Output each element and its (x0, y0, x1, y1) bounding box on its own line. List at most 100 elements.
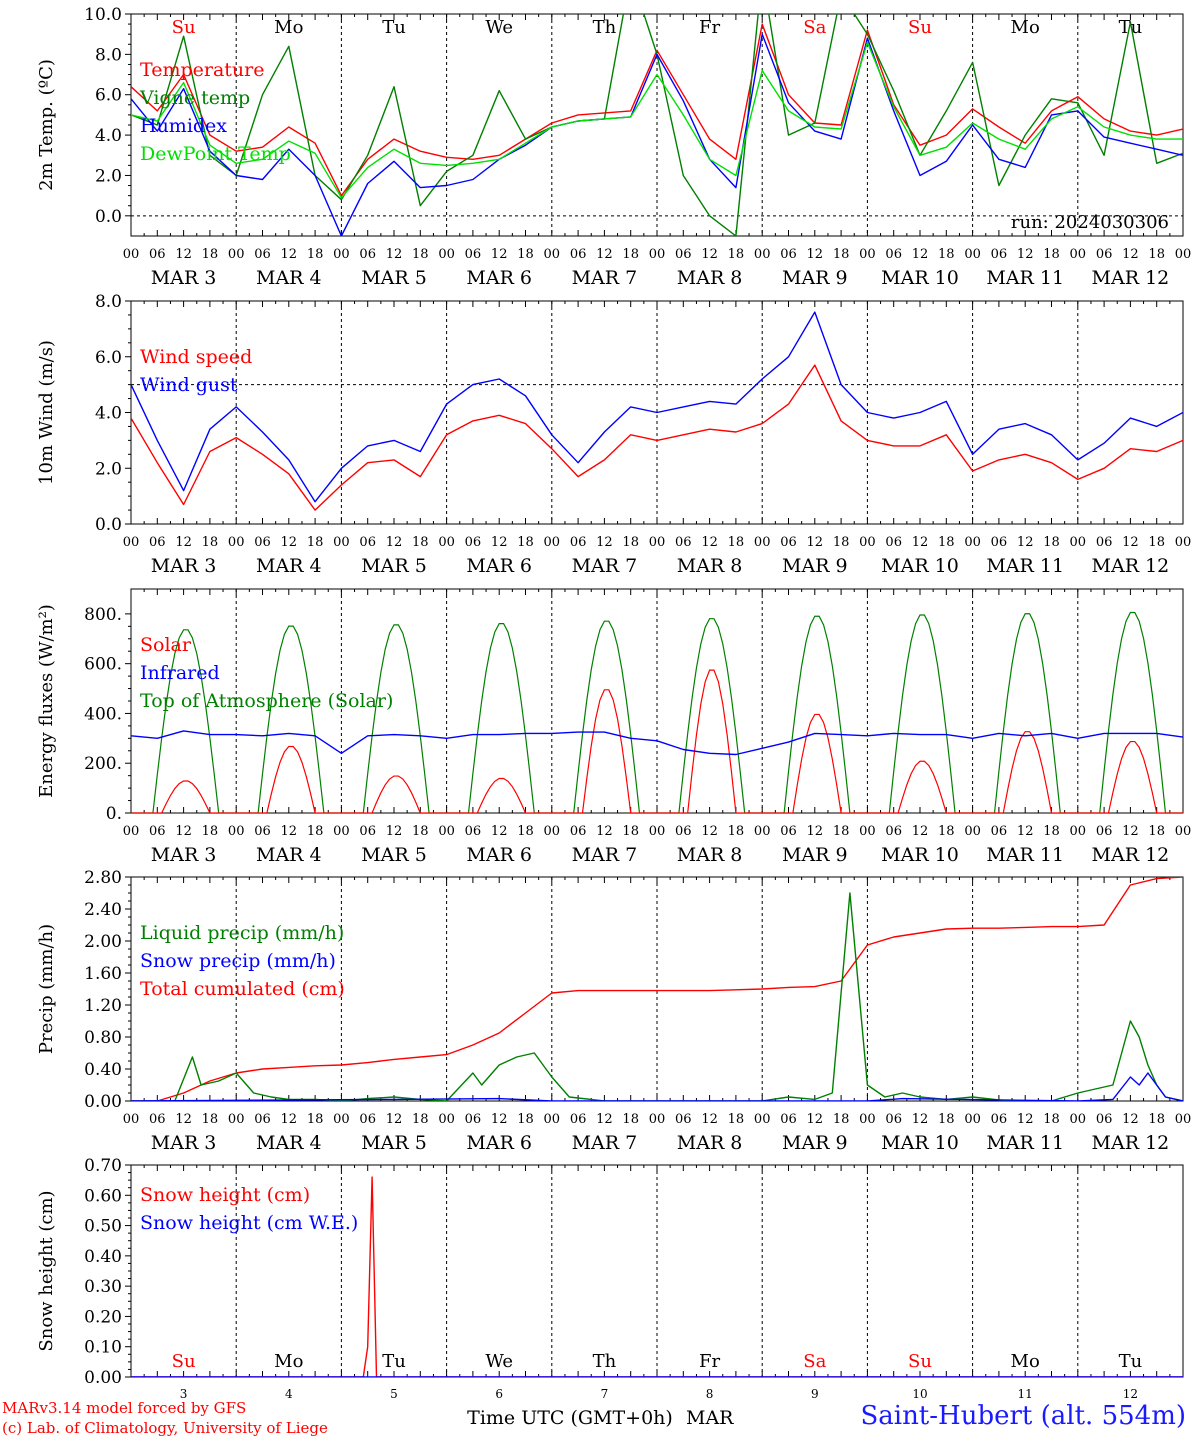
hour-tick-label: 12 (1017, 535, 1034, 550)
hour-tick-label: 06 (991, 1112, 1008, 1127)
date-label: MAR 10 (881, 844, 959, 866)
hour-tick-label: 06 (570, 247, 587, 262)
date-label: MAR 12 (1092, 555, 1170, 577)
hour-tick-label: 00 (438, 535, 455, 550)
y-tick-label: 0.0 (95, 515, 122, 535)
hour-tick-label: 06 (885, 824, 902, 839)
y-tick-label: 8.0 (95, 45, 122, 65)
hour-tick-label: 18 (412, 247, 429, 262)
hour-tick-label: 12 (281, 535, 298, 550)
weekday-label: Mo (274, 1351, 303, 1372)
hour-tick-label: 00 (1070, 535, 1087, 550)
hour-tick-label: 12 (281, 1112, 298, 1127)
hour-tick-label: 12 (1122, 824, 1139, 839)
hour-tick-label: 18 (1043, 535, 1060, 550)
hour-tick-label: 00 (649, 1112, 666, 1127)
hour-tick-label: 12 (807, 535, 824, 550)
day-number-label: 8 (706, 1387, 714, 1401)
hour-tick-label: 06 (1096, 247, 1113, 262)
hour-tick-label: 06 (780, 824, 797, 839)
date-label: MAR 9 (782, 555, 848, 577)
hour-tick-label: 00 (544, 1112, 561, 1127)
date-label: MAR 11 (986, 844, 1064, 866)
date-label: MAR 3 (151, 1132, 217, 1154)
hour-tick-label: 06 (149, 535, 166, 550)
hour-tick-label: 12 (1122, 1112, 1139, 1127)
day-number-label: 4 (285, 1387, 293, 1401)
hour-tick-label: 00 (859, 824, 876, 839)
hour-tick-label: 00 (754, 1112, 771, 1127)
series-group (131, 14, 1183, 236)
hour-tick-label: 12 (912, 535, 929, 550)
hour-tick-label: 00 (123, 1112, 140, 1127)
hour-tick-label: 12 (596, 1112, 613, 1127)
y-tick-label: 200. (84, 754, 122, 774)
hour-tick-label: 00 (859, 247, 876, 262)
hour-tick-label: 06 (991, 824, 1008, 839)
hour-tick-label: 00 (333, 535, 350, 550)
hour-tick-label: 18 (1043, 247, 1060, 262)
date-label: MAR 10 (881, 555, 959, 577)
series-line-dewpoint-temp (131, 41, 1183, 199)
y-tick-label: 400. (84, 704, 122, 724)
hour-tick-label: 00 (964, 1112, 981, 1127)
hour-tick-label: 00 (333, 247, 350, 262)
legend-item: Vigne temp (139, 87, 250, 109)
date-label: MAR 8 (677, 267, 743, 289)
y-tick-label: 0.80 (84, 1028, 122, 1048)
date-label: MAR 11 (986, 267, 1064, 289)
weekday-label: Su (172, 1351, 196, 1372)
hour-tick-label: 06 (149, 247, 166, 262)
date-label: MAR 6 (466, 267, 532, 289)
hour-tick-label: 00 (859, 1112, 876, 1127)
y-tick-label: 2.00 (84, 932, 122, 952)
date-label: MAR 8 (677, 555, 743, 577)
date-label: MAR 12 (1092, 844, 1170, 866)
hour-tick-label: 12 (175, 535, 192, 550)
day-number-label: 9 (811, 1387, 819, 1401)
weekday-label: Su (908, 17, 932, 38)
hour-tick-label: 12 (491, 247, 508, 262)
date-label: MAR 3 (151, 555, 217, 577)
hour-tick-label: 00 (123, 824, 140, 839)
legend-item: Snow height (cm W.E.) (140, 1212, 358, 1234)
weekday-label: Mo (1011, 17, 1040, 38)
legend-item: Snow precip (mm/h) (140, 950, 336, 972)
hour-tick-label: 18 (833, 1112, 850, 1127)
hour-tick-label: 06 (359, 824, 376, 839)
legend-item: DewPoint Temp (140, 143, 291, 165)
hour-tick-label: 18 (938, 1112, 955, 1127)
hour-tick-label: 00 (964, 824, 981, 839)
date-label: MAR 12 (1092, 267, 1170, 289)
y-tick-label: 0.20 (84, 1307, 122, 1327)
hour-tick-label: 06 (254, 535, 271, 550)
y-tick-label: 0.00 (84, 1368, 122, 1388)
legend-item: Infrared (140, 662, 220, 684)
hour-tick-label: 06 (675, 535, 692, 550)
hour-tick-label: 12 (912, 1112, 929, 1127)
day-number-label: 10 (912, 1387, 927, 1401)
chart-panel-1: 0.0 2.0 4.0 6.0 8.0 10.0 2m Temp. (ºC) Temperat… (36, 5, 1191, 289)
hour-tick-label: 00 (649, 247, 666, 262)
y-axis-label: 10m Wind (m/s) (36, 340, 57, 485)
legend-item: Snow height (cm) (140, 1184, 310, 1206)
hour-tick-label: 06 (254, 824, 271, 839)
hour-tick-label: 12 (1017, 824, 1034, 839)
hour-tick-label: 12 (596, 535, 613, 550)
hour-tick-label: 06 (254, 247, 271, 262)
hour-tick-label: 18 (1148, 247, 1165, 262)
hour-tick-label: 18 (517, 824, 534, 839)
date-label: MAR 9 (782, 267, 848, 289)
y-tick-label: 0.10 (84, 1338, 122, 1358)
hour-tick-label: 00 (1070, 1112, 1087, 1127)
chart-panel-3: 0. 200. 400. 600. 800. Energy fluxes (W/m²) So… (36, 588, 1191, 866)
date-label: MAR 3 (151, 267, 217, 289)
hour-tick-label: 18 (412, 1112, 429, 1127)
hour-tick-label: 12 (1017, 1112, 1034, 1127)
hour-tick-label: 18 (728, 535, 745, 550)
hour-tick-label: 18 (517, 1112, 534, 1127)
hour-tick-label: 12 (1122, 535, 1139, 550)
weekday-label: Tu (1119, 17, 1143, 38)
hour-tick-label: 06 (991, 247, 1008, 262)
